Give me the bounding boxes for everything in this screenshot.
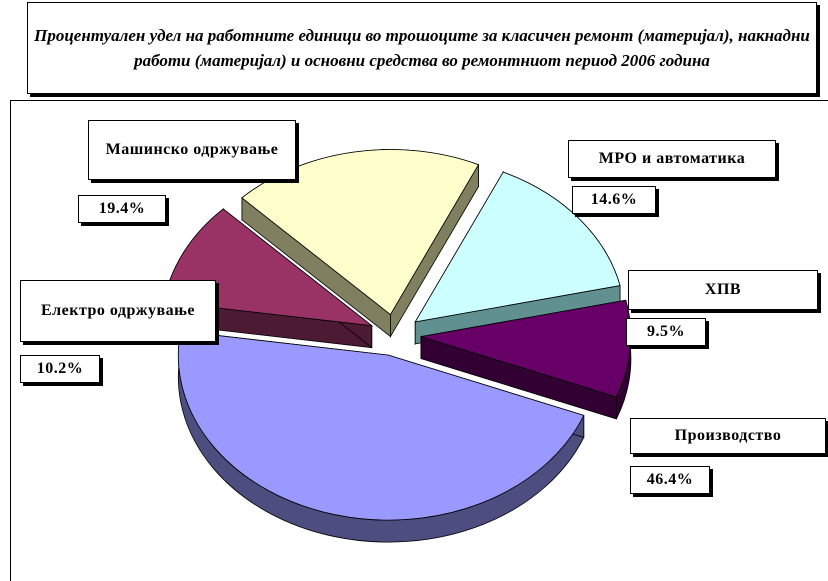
category-label: Електро одржување — [20, 280, 216, 342]
category-label: ХПВ — [628, 270, 818, 310]
chart-title: Процентуален удел на работните единици в… — [27, 2, 817, 94]
category-label: МРО и автоматика — [568, 140, 776, 178]
slice — [414, 171, 621, 323]
slice — [177, 330, 585, 521]
value-label: 14.6% — [572, 186, 656, 214]
value-label: 46.4% — [630, 466, 710, 494]
value-label: 19.4% — [78, 195, 166, 223]
slice — [241, 149, 480, 316]
category-label: Производство — [630, 418, 826, 454]
slice — [420, 299, 632, 398]
value-label: 9.5% — [626, 318, 706, 346]
category-label: Машинско одржување — [88, 120, 296, 180]
value-label: 10.2% — [20, 355, 100, 383]
plot-frame — [10, 100, 828, 581]
